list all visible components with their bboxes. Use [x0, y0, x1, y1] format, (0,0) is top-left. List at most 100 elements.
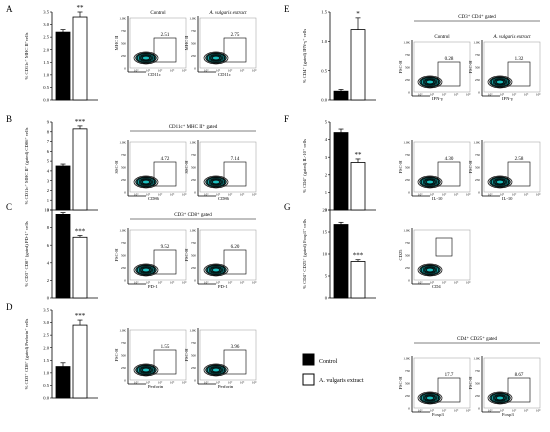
flow-density-contour — [203, 263, 229, 277]
y-tick-label: 0 — [325, 296, 328, 301]
flow-x-tick-label: 10² — [512, 193, 516, 197]
flow-y-tick-label: 0 — [478, 407, 480, 411]
flow-x-tick-label: 10² — [442, 93, 446, 97]
flow-gate — [435, 237, 453, 257]
flow-x-tick-label: 10⁴ — [466, 93, 471, 97]
flow-y-tick-label: 750 — [121, 241, 126, 245]
flow-y-tick-label: 250 — [121, 178, 126, 182]
flow-density-contour — [210, 267, 222, 273]
flow-y-axis-label: FSC-H — [468, 376, 473, 390]
flow-density-contour — [494, 395, 506, 401]
bar-control — [333, 224, 349, 299]
flow-y-tick-label: 750 — [121, 341, 126, 345]
flow-y-tick-label: 1.0K — [403, 41, 410, 45]
flow-y-tick-label: 250 — [475, 178, 480, 182]
bar-extract — [350, 162, 366, 211]
flow-x-tick-label: 10⁴ — [536, 193, 541, 197]
flow-x-tick-label: 10² — [228, 193, 232, 197]
significance-marker: *** — [353, 252, 364, 260]
flow-y-tick-label: 250 — [121, 266, 126, 270]
flow-density-contour — [494, 79, 506, 85]
flow-y-tick-label: 250 — [405, 78, 410, 82]
flow-gate — [153, 37, 177, 63]
bar-extract — [350, 261, 366, 299]
flow-x-axis-label: Perforin — [218, 384, 234, 389]
flow-density-contour — [203, 363, 229, 377]
flow-x-axis-label: PD-1 — [148, 284, 158, 289]
flow-y-axis-label: SSC-H — [114, 160, 119, 174]
flow-y-tick-label: 500 — [405, 166, 410, 170]
bar-extract — [72, 128, 88, 211]
flow-density-contour — [142, 367, 150, 373]
flow-y-tick-label: 1.0K — [189, 17, 196, 21]
flow-gate-percent: 4.72 — [161, 157, 170, 162]
flow-density-contour — [140, 179, 152, 185]
flow-density-contour — [142, 179, 150, 185]
bar-extract — [72, 236, 88, 299]
flow-gate — [437, 377, 461, 403]
y-tick-label: 6 — [47, 243, 50, 248]
flow-density-contour — [212, 367, 220, 373]
flow-x-tick-label: 10¹ — [500, 93, 504, 97]
flow-x-tick-label: 10⁴ — [182, 69, 187, 73]
y-axis-label: % CD4⁺ CD25⁺ (gated) Foxp3⁺ cells — [302, 219, 307, 289]
bar-extract — [72, 16, 88, 101]
flow-y-tick-label: 750 — [121, 153, 126, 157]
flow-gate — [223, 349, 247, 375]
flow-y-tick-label: 500 — [121, 42, 126, 46]
flow-y-axis-label: MHC II — [184, 35, 189, 50]
flow-y-axis-label: FSC-H — [398, 160, 403, 174]
flow-x-tick-label: 10⁰ — [488, 193, 493, 197]
panel-letter: D — [6, 302, 13, 312]
flow-gate — [437, 61, 461, 87]
flow-x-axis-label: PD-1 — [218, 284, 228, 289]
y-tick-label: 8 — [47, 129, 50, 134]
y-tick-label: 4 — [47, 168, 50, 173]
flow-x-tick-label: 10⁰ — [418, 93, 423, 97]
panel-d: D 0.0 0.5 1.0 1.5 2.0 2.5 3.0 3.5 % CD3⁺ CD8⁺ (ga… — [6, 302, 257, 401]
flow-x-tick-label: 10¹ — [146, 193, 150, 197]
panel-g: G 0 5 10 15 20 % CD4⁺ CD25⁺ (gated) Foxp3⁺ cel… — [284, 202, 471, 301]
flow-gate-percent: 7.14 — [231, 157, 240, 162]
flow-column-label: Control — [434, 35, 450, 40]
flow-density-contour — [426, 79, 434, 85]
flow-x-tick-label: 10⁰ — [134, 381, 139, 385]
significance-marker: ** — [355, 151, 363, 159]
flow-y-axis-label: MHC II — [114, 35, 119, 50]
flow-x-axis-label: IFN-γ — [502, 96, 513, 101]
flow-gate — [507, 61, 531, 87]
flow-x-tick-label: 10⁰ — [204, 193, 209, 197]
flow-y-tick-label: 500 — [475, 66, 480, 70]
flow-density-contour — [424, 267, 436, 273]
flow-y-tick-label: 500 — [191, 254, 196, 258]
flow-density-contour — [133, 263, 159, 277]
flow-x-tick-label: 10³ — [454, 93, 458, 97]
flow-gate — [507, 161, 531, 187]
flow-x-tick-label: 10¹ — [430, 193, 434, 197]
panel-f: F 0 1 2 3 4 5 % CD4⁺ (gated) IL-10⁺ cells ** 0 250… — [284, 114, 541, 213]
y-tick-label: 0.0 — [321, 98, 327, 103]
flow-x-tick-label: 10¹ — [216, 193, 220, 197]
y-tick-label: 2.5 — [43, 333, 49, 338]
flow-x-tick-label: 10² — [158, 69, 162, 73]
y-tick-label: 2 — [325, 172, 328, 177]
flow-y-tick-label: 500 — [121, 254, 126, 258]
flow-x-tick-label: 10² — [158, 193, 162, 197]
y-tick-label: 1.5 — [321, 10, 327, 15]
flow-y-tick-label: 250 — [405, 178, 410, 182]
flow-y-tick-label: 750 — [191, 341, 196, 345]
panel-e: E 0.0 0.5 1.0 1.5 % CD4⁺ (gated) IFN-γ⁺ cells… — [284, 4, 541, 103]
flow-y-tick-label: 1.0K — [119, 141, 126, 145]
flow-x-tick-label: 10³ — [170, 69, 174, 73]
legend-label-extract: A. vulgaris extract — [319, 378, 364, 384]
flow-density-contour — [417, 391, 443, 405]
flow-gate-percent: 6.20 — [231, 245, 240, 250]
flow-gate — [153, 249, 177, 275]
flow-x-tick-label: 10³ — [524, 193, 528, 197]
y-axis-label: % CD11c⁺ MHC II⁺cells — [24, 32, 29, 79]
legend-swatch-extract — [302, 373, 315, 386]
gate-title: CD3⁺ CD8⁺ gated — [174, 212, 212, 218]
flow-y-tick-label: 1.0K — [119, 17, 126, 21]
flow-x-axis-label: CD11c — [148, 72, 161, 77]
flow-x-tick-label: 10³ — [240, 193, 244, 197]
